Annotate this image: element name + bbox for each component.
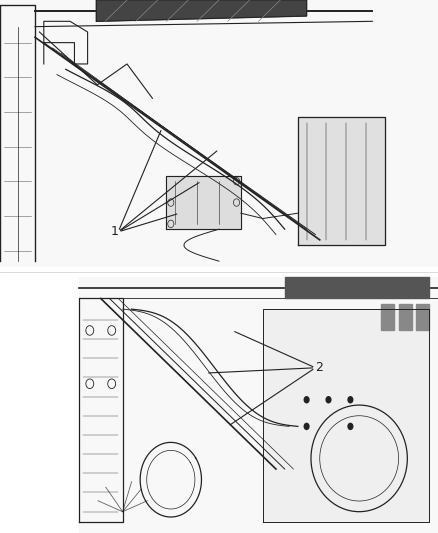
Polygon shape xyxy=(399,304,412,330)
Polygon shape xyxy=(298,117,385,245)
Polygon shape xyxy=(166,176,241,229)
Circle shape xyxy=(325,396,332,403)
Polygon shape xyxy=(285,277,429,298)
Polygon shape xyxy=(381,304,394,330)
Polygon shape xyxy=(263,309,429,522)
FancyBboxPatch shape xyxy=(79,277,438,533)
Circle shape xyxy=(347,423,353,430)
FancyBboxPatch shape xyxy=(0,0,438,266)
Polygon shape xyxy=(416,304,429,330)
Polygon shape xyxy=(96,0,307,21)
Text: 1: 1 xyxy=(110,225,118,238)
Circle shape xyxy=(304,423,310,430)
Circle shape xyxy=(347,396,353,403)
Text: 2: 2 xyxy=(315,361,323,374)
Circle shape xyxy=(304,396,310,403)
